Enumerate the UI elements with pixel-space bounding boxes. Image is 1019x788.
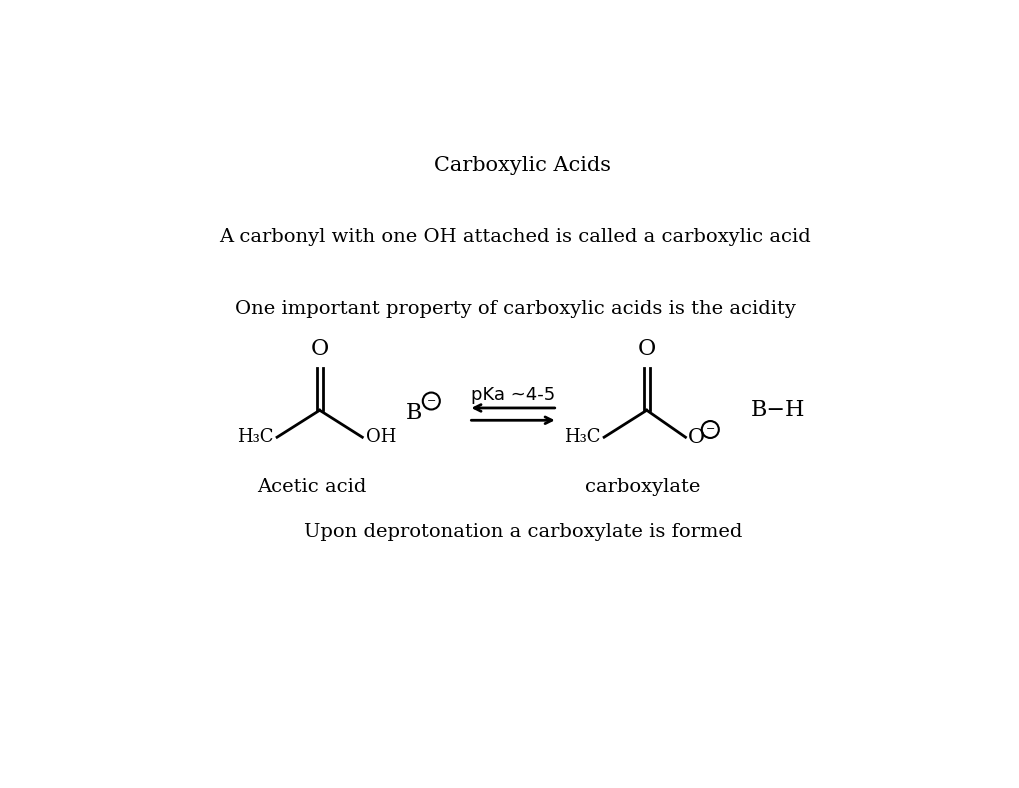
Text: O: O <box>637 338 655 360</box>
Text: pKa ~4-5: pKa ~4-5 <box>471 386 554 404</box>
Text: O: O <box>687 428 704 447</box>
Text: −: − <box>705 425 714 434</box>
Text: carboxylate: carboxylate <box>585 478 700 496</box>
Text: B−H: B−H <box>751 400 805 422</box>
Text: Carboxylic Acids: Carboxylic Acids <box>434 156 610 175</box>
Text: −: − <box>426 396 435 406</box>
Text: Upon deprotonation a carboxylate is formed: Upon deprotonation a carboxylate is form… <box>304 523 741 541</box>
Text: H₃C: H₃C <box>236 428 273 446</box>
Text: H₃C: H₃C <box>564 428 599 446</box>
Text: One important property of carboxylic acids is the acidity: One important property of carboxylic aci… <box>234 299 795 318</box>
Text: Acetic acid: Acetic acid <box>257 478 366 496</box>
Text: A carbonyl with one OH attached is called a carboxylic acid: A carbonyl with one OH attached is calle… <box>219 228 810 246</box>
Text: OH: OH <box>366 428 396 446</box>
Text: B: B <box>406 402 422 424</box>
Text: O: O <box>310 338 328 360</box>
